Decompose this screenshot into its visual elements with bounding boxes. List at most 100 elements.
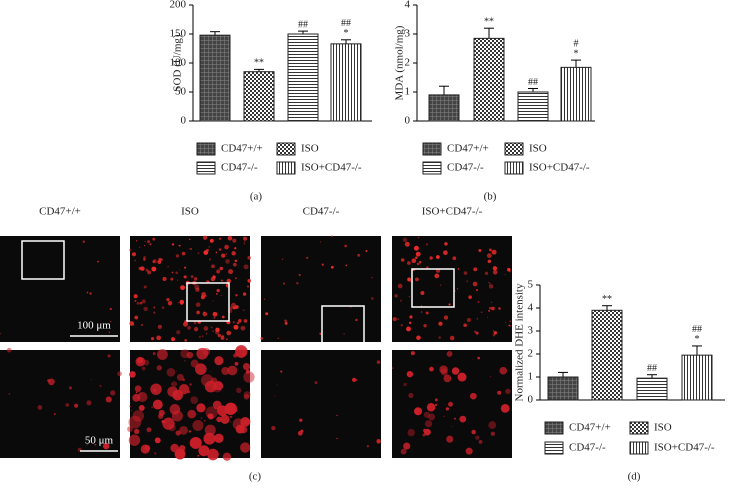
fluorescence-spot	[147, 240, 151, 244]
fluorescence-spot	[321, 263, 324, 266]
micrograph	[0, 236, 120, 342]
fluorescence-spot	[202, 347, 211, 356]
fluorescence-spot	[415, 277, 419, 282]
significance-mark: ##	[647, 363, 657, 374]
fluorescence-spot	[336, 414, 338, 417]
fluorescence-spot	[180, 285, 185, 291]
fluorescence-spot	[345, 264, 348, 267]
fluorescence-spot	[426, 403, 436, 412]
fluorescence-spot	[184, 360, 186, 362]
fluorescence-spot	[152, 352, 156, 355]
fluorescence-spot	[178, 384, 190, 395]
fluorescence-spot	[446, 350, 453, 357]
fluorescence-spot	[154, 437, 161, 444]
legend-label: CD47+/+	[447, 143, 489, 155]
fluorescence-spot	[418, 260, 422, 264]
fluorescence-spot	[440, 284, 442, 286]
fluorescence-spot	[229, 415, 233, 419]
y-tick-label: 2	[528, 348, 534, 360]
fluorescence-spot	[490, 431, 495, 436]
fluorescence-spot	[407, 277, 412, 282]
fluorescence-spot	[488, 284, 494, 289]
fluorescence-spot	[156, 335, 161, 341]
fluorescence-spot	[478, 439, 483, 444]
fluorescence-spot	[136, 301, 140, 305]
fluorescence-spot	[488, 421, 497, 430]
fluorescence-spot	[201, 335, 204, 338]
fluorescence-spot	[234, 247, 237, 250]
fluorescence-spot	[466, 280, 469, 283]
fluorescence-spot	[371, 276, 373, 279]
micrograph	[261, 350, 381, 458]
significance-mark: ##	[528, 77, 538, 88]
fluorescence-spot	[489, 282, 491, 285]
fluorescence-spot	[448, 401, 453, 407]
fluorescence-spot	[246, 285, 250, 288]
bar	[473, 37, 505, 122]
significance-mark: ##	[298, 19, 308, 30]
fluorescence-spot	[175, 271, 179, 275]
fluorescence-spot	[152, 399, 163, 410]
fluorescence-spot	[204, 380, 217, 393]
fluorescence-spot	[492, 330, 495, 332]
fluorescence-spot	[190, 275, 194, 279]
significance-mark: ##	[341, 18, 351, 29]
fluorescence-spot	[220, 336, 225, 340]
fluorescence-spot	[189, 436, 202, 449]
fluorescence-spot	[400, 448, 407, 455]
fluorescence-spot	[472, 281, 478, 287]
y-tick-label: 5	[528, 279, 534, 291]
fluorescence-spot	[397, 283, 403, 289]
fluorescence-spot	[152, 237, 156, 241]
fluorescence-spot	[468, 295, 472, 299]
fluorescence-spot	[171, 381, 178, 387]
fluorescence-spot	[161, 306, 165, 310]
fluorescence-spot	[476, 318, 478, 320]
fluorescence-spot	[218, 248, 222, 251]
fluorescence-spot	[152, 260, 156, 264]
fluorescence-spot	[99, 384, 102, 387]
fluorescence-spot	[196, 403, 206, 413]
fluorescence-spot	[492, 266, 498, 271]
bar	[636, 377, 668, 401]
fluorescence-spot	[110, 390, 116, 396]
fluorescence-spot	[105, 396, 112, 403]
fluorescence-spot	[212, 400, 222, 410]
fluorescence-spot	[193, 326, 199, 332]
fluorescence-spot	[86, 291, 89, 294]
fluorescence-spot	[232, 405, 236, 409]
fluorescence-spot	[298, 273, 301, 277]
fluorescence-spot	[280, 370, 283, 373]
fluorescence-spot	[204, 294, 207, 298]
fluorescence-spot	[226, 278, 231, 284]
fluorescence-spot	[400, 324, 403, 327]
fluorescence-spot	[456, 288, 459, 290]
y-tick-label: 100	[170, 57, 187, 69]
fluorescence-spot	[154, 452, 157, 455]
legend-swatch	[544, 441, 564, 455]
fluorescence-spot	[177, 301, 180, 304]
fluorescence-spot	[425, 311, 429, 315]
fluorescence-spot	[505, 321, 507, 323]
fluorescence-spot	[228, 269, 234, 275]
legend-swatch	[544, 421, 564, 435]
fluorescence-spot	[224, 402, 237, 415]
fluorescence-spot	[203, 326, 209, 331]
fluorescence-spot	[203, 250, 209, 255]
fluorescence-spot	[463, 323, 467, 328]
fluorescence-spot	[435, 255, 440, 259]
fluorescence-spot	[207, 413, 213, 419]
fluorescence-spot	[150, 337, 155, 341]
fluorescence-spot	[434, 273, 440, 279]
significance-mark: #	[574, 38, 579, 49]
fluorescence-spot	[463, 271, 468, 275]
fluorescence-spot	[195, 363, 207, 375]
fluorescence-spot	[134, 315, 139, 320]
fluorescence-spot	[489, 376, 491, 378]
y-tick-label: 2	[405, 57, 411, 69]
fluorescence-spot	[195, 287, 200, 292]
y-tick-label: 0	[181, 115, 187, 127]
fluorescence-spot	[400, 258, 405, 262]
fluorescence-spot	[187, 326, 191, 330]
fluorescence-spot	[330, 265, 334, 269]
